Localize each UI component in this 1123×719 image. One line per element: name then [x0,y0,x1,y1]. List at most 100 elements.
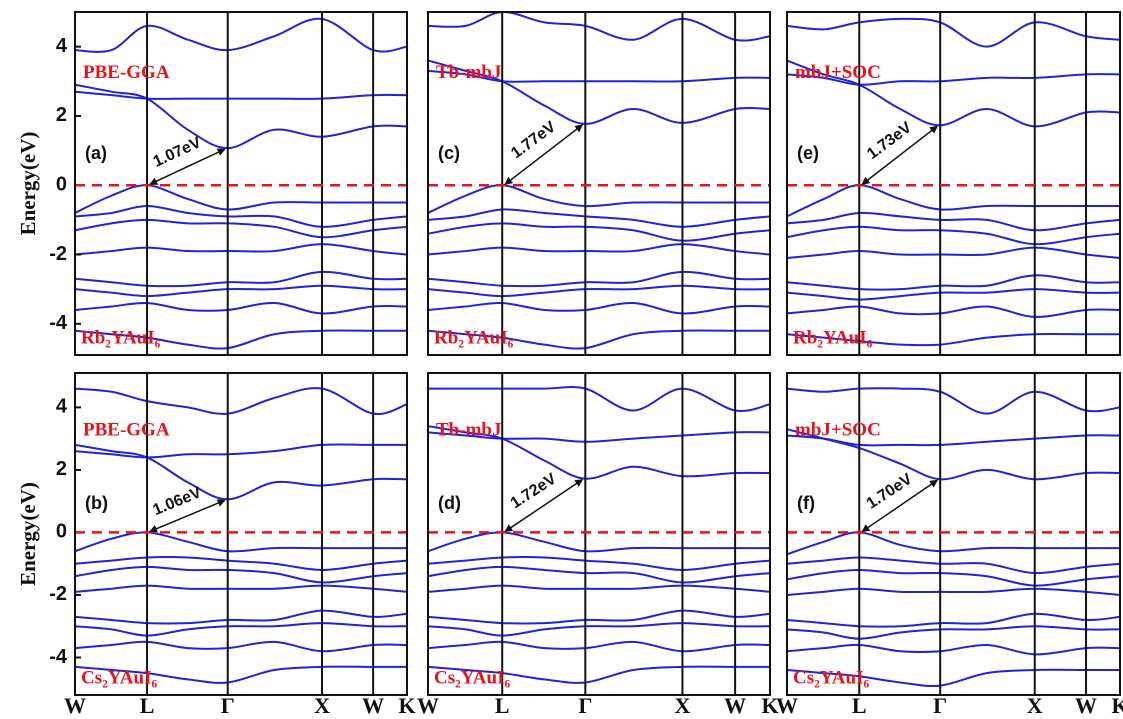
frame [74,11,408,356]
x-tick-label: W [362,693,384,718]
band-line [787,625,1120,640]
panel: 1.77eV (c) Tb-mbJ Rb₂YAuI₆ [427,11,771,356]
method-label: PBE-GGA [83,419,170,440]
x-tick-label: K [398,693,415,718]
band-line [787,17,1120,48]
compound-label: Rb₂YAuI₆ [434,327,514,348]
band-line [75,443,407,459]
y-tick-label: -2 [49,583,67,605]
x-tick-label: L [852,693,867,718]
x-tick-label: Γ [221,693,235,718]
y-tick-label: 4 [56,35,68,57]
y-axis-title: Energy(eV) [16,132,40,236]
band-line [428,184,770,214]
y-tick-label: 0 [56,521,67,543]
gap-label: 1.73eV [864,119,915,163]
band-line [787,531,1120,556]
band-line [428,284,770,298]
band-line [787,568,1120,587]
y-tick-label: 2 [56,104,67,126]
gap-label: 1.07eV [151,134,204,171]
panel-label: (d) [438,493,461,513]
frame [786,372,1121,696]
band-line [428,12,770,42]
x-tick-label: W [1075,693,1097,718]
band-line [75,387,407,416]
band-line [787,612,1120,628]
band-line [75,531,407,553]
band-line [787,643,1120,656]
band-line [75,17,407,53]
gap-label: 1.06eV [151,484,205,519]
gap-arrow [149,148,226,185]
y-axis-title: Energy(eV) [16,482,40,586]
frame [74,372,408,696]
band-line [787,225,1120,246]
band-line [75,270,407,288]
x-tick-label: W [776,693,798,718]
compound-label: Cs₂YAuI₆ [793,667,869,688]
x-tick-label: W [724,693,746,718]
band-line [75,565,407,584]
band-line [428,609,770,625]
compound-label: Rb₂YAuI₆ [793,327,873,348]
compound-label: Cs₂YAuI₆ [81,667,157,688]
band-line [428,270,770,288]
y-tick-label: -4 [49,646,68,668]
x-tick-label: W [64,693,86,718]
method-label: mbJ+SOC [795,62,881,83]
band-line [787,387,1120,415]
gap-arrow [504,479,584,533]
gap-label: 1.70eV [864,470,916,512]
band-line [428,243,770,256]
y-tick-label: -4 [49,312,68,334]
compound-label: Rb₂YAuI₆ [81,327,161,348]
panel-label: (b) [85,493,108,513]
gap-label: 1.77eV [508,118,559,162]
band-line [428,640,770,653]
frame [427,372,771,696]
x-tick-label: Γ [933,693,947,718]
band-line [428,584,770,593]
x-tick-label: K [761,693,778,718]
method-label: Tb-mbJ [436,62,501,83]
band-line [75,640,407,653]
gap-arrow [861,479,939,533]
band-line [75,184,407,214]
gap-label: 1.72eV [508,470,560,512]
band-line [428,565,770,584]
band-line [428,222,770,242]
band-line [75,584,407,593]
band-line [787,587,1120,596]
x-tick-label: X [1027,693,1043,718]
band-line [75,284,407,298]
band-line [428,301,770,315]
frame [427,11,771,356]
x-tick-label: X [314,693,330,718]
panel-label: (f) [797,493,815,513]
band-line [787,184,1120,218]
band-line [75,301,407,315]
gap-arrow [149,499,226,533]
y-tick-label: 4 [56,396,68,418]
panel-label: (a) [85,143,107,163]
x-tick-label: K [1111,693,1123,718]
band-line [787,274,1120,291]
panel: 1.73eV (e) mbJ+SOC Rb₂YAuI₆ [786,11,1121,356]
band-line [787,305,1120,318]
y-tick-label: -2 [49,243,67,265]
band-line [428,386,770,413]
x-tick-label: L [495,693,510,718]
method-label: mbJ+SOC [795,419,881,440]
x-tick-label: L [140,693,155,718]
band-line [75,83,407,150]
panel-label: (e) [797,143,819,163]
method-label: Tb-mbJ [436,419,501,440]
frame [786,11,1121,356]
gap-arrow [861,125,938,185]
y-tick-label: 2 [56,458,67,480]
gap-arrow [504,124,584,185]
